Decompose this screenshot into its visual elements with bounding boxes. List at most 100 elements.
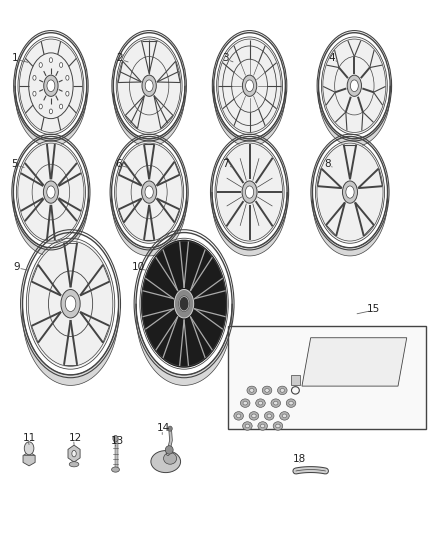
Polygon shape [312,192,388,256]
Ellipse shape [174,289,194,318]
Ellipse shape [240,399,250,407]
Ellipse shape [33,91,36,96]
Ellipse shape [39,104,42,109]
Ellipse shape [27,240,114,368]
Polygon shape [113,86,185,147]
Polygon shape [22,304,119,385]
Ellipse shape [141,240,227,368]
Polygon shape [112,192,187,256]
Polygon shape [291,375,300,385]
Ellipse shape [243,401,247,405]
Ellipse shape [165,446,173,454]
Ellipse shape [273,422,283,430]
Ellipse shape [280,389,285,392]
Ellipse shape [258,401,263,405]
Ellipse shape [24,442,34,455]
Ellipse shape [163,453,177,464]
Ellipse shape [141,181,157,203]
Ellipse shape [112,467,120,472]
Ellipse shape [69,462,79,467]
Ellipse shape [267,414,272,418]
Ellipse shape [271,399,281,407]
Ellipse shape [47,80,55,92]
Ellipse shape [43,181,58,203]
Text: 13: 13 [111,436,124,446]
Text: 8: 8 [324,159,330,169]
Text: 14: 14 [157,423,170,433]
Ellipse shape [252,414,256,418]
Ellipse shape [141,240,227,368]
Ellipse shape [261,424,265,428]
Polygon shape [136,304,232,385]
Ellipse shape [242,75,257,96]
Ellipse shape [234,411,244,420]
Text: 15: 15 [367,304,380,314]
Ellipse shape [60,104,63,109]
Ellipse shape [237,414,241,418]
Ellipse shape [247,386,257,394]
Ellipse shape [61,289,80,318]
Ellipse shape [117,38,181,133]
Ellipse shape [280,411,289,420]
Text: 2: 2 [117,53,123,63]
Ellipse shape [142,75,156,96]
Ellipse shape [276,424,280,428]
Ellipse shape [243,422,252,430]
Ellipse shape [256,399,265,407]
Ellipse shape [265,411,274,420]
Ellipse shape [346,186,354,198]
Text: 9: 9 [13,262,20,271]
Ellipse shape [322,38,387,133]
Ellipse shape [216,142,283,242]
Ellipse shape [250,389,254,392]
Bar [228,326,426,429]
Ellipse shape [44,75,58,96]
Ellipse shape [49,58,53,62]
Ellipse shape [17,142,85,242]
Polygon shape [318,86,390,147]
Text: 10: 10 [132,262,145,271]
Text: 11: 11 [22,433,36,443]
Ellipse shape [72,450,76,457]
Text: 4: 4 [328,53,335,63]
Ellipse shape [115,142,183,242]
Ellipse shape [49,109,53,114]
Ellipse shape [347,75,361,96]
Text: 18: 18 [292,454,306,464]
Polygon shape [68,445,80,462]
Ellipse shape [168,426,172,431]
Ellipse shape [151,450,180,473]
Ellipse shape [47,186,55,198]
Ellipse shape [242,181,257,203]
Ellipse shape [258,422,268,430]
Ellipse shape [145,80,153,92]
Ellipse shape [343,181,357,203]
Ellipse shape [66,91,69,96]
Text: 1: 1 [12,53,18,63]
Ellipse shape [246,80,254,92]
Polygon shape [212,192,287,256]
Ellipse shape [286,399,296,407]
Ellipse shape [66,76,69,80]
Ellipse shape [179,296,189,311]
Ellipse shape [265,389,269,392]
Ellipse shape [33,76,36,80]
Text: 5: 5 [12,159,18,169]
Ellipse shape [65,296,76,312]
Text: 12: 12 [68,433,81,443]
Ellipse shape [249,411,259,420]
Ellipse shape [278,386,287,394]
Ellipse shape [39,62,42,67]
Text: 7: 7 [223,159,229,169]
Text: 3: 3 [223,53,229,63]
Ellipse shape [350,80,358,92]
Ellipse shape [179,296,189,312]
Ellipse shape [145,186,153,198]
Text: 6: 6 [115,159,122,169]
Ellipse shape [113,435,118,442]
Polygon shape [302,338,407,386]
Ellipse shape [19,38,83,133]
Ellipse shape [245,424,250,428]
Ellipse shape [60,62,63,67]
Ellipse shape [283,414,287,418]
